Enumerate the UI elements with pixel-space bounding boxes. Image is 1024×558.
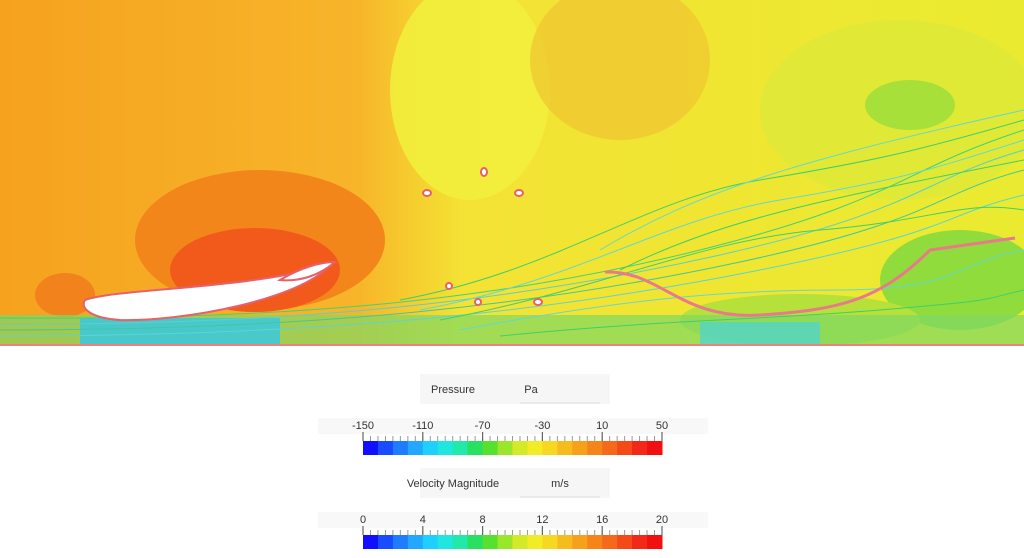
tick-label: -70 <box>475 420 491 432</box>
tick-label: -30 <box>534 420 550 432</box>
color-swatch <box>632 535 648 549</box>
color-swatch <box>587 441 603 455</box>
color-swatch <box>647 441 663 455</box>
color-swatch <box>467 535 484 549</box>
color-swatch <box>452 441 469 455</box>
color-swatch <box>497 535 513 549</box>
color-swatch <box>587 535 603 549</box>
legend-title: Pressure <box>431 384 475 396</box>
color-swatch <box>512 535 528 549</box>
tick-label: 4 <box>420 514 426 526</box>
color-swatch <box>527 441 543 455</box>
color-swatch <box>512 441 528 455</box>
color-swatch <box>437 535 454 549</box>
color-swatch <box>467 441 484 455</box>
color-swatch <box>377 441 394 455</box>
legend-unit: Pa <box>524 384 538 396</box>
color-swatch <box>497 441 513 455</box>
color-swatch <box>482 535 499 549</box>
color-swatch <box>617 535 633 549</box>
legend-header <box>420 468 610 498</box>
color-swatch <box>482 441 499 455</box>
tick-label: 12 <box>536 514 548 526</box>
color-swatch <box>557 535 573 549</box>
color-swatch <box>392 535 409 549</box>
tick-label: 50 <box>656 420 668 432</box>
color-swatch <box>572 441 588 455</box>
color-swatch <box>602 535 618 549</box>
color-swatch <box>527 535 543 549</box>
color-swatch <box>437 441 454 455</box>
tick-label: -150 <box>352 420 374 432</box>
tick-label: 10 <box>596 420 608 432</box>
color-swatch <box>647 535 663 549</box>
color-swatch <box>363 441 379 455</box>
color-swatch <box>542 535 558 549</box>
legend-header <box>420 374 610 404</box>
color-swatch <box>572 535 588 549</box>
color-swatch <box>422 535 439 549</box>
streamlines <box>0 109 1024 337</box>
color-swatch <box>632 441 648 455</box>
color-swatch <box>557 441 573 455</box>
color-swatch <box>407 535 424 549</box>
color-swatch <box>542 441 558 455</box>
tick-label: 0 <box>360 514 366 526</box>
tick-label: -110 <box>412 420 433 432</box>
color-swatch <box>407 441 424 455</box>
color-swatch <box>377 535 394 549</box>
color-swatch <box>617 441 633 455</box>
tick-label: 20 <box>656 514 668 526</box>
tick-label: 16 <box>596 514 608 526</box>
legend-title: Velocity Magnitude <box>407 478 499 490</box>
legend-unit: m/s <box>551 478 569 490</box>
tick-strip <box>318 512 708 528</box>
color-swatch <box>392 441 409 455</box>
color-swatch <box>422 441 439 455</box>
tick-label: 8 <box>480 514 486 526</box>
simulation-view <box>0 0 1024 346</box>
color-swatch <box>363 535 379 549</box>
color-swatch <box>602 441 618 455</box>
tick-strip <box>318 418 708 434</box>
color-swatch <box>452 535 469 549</box>
